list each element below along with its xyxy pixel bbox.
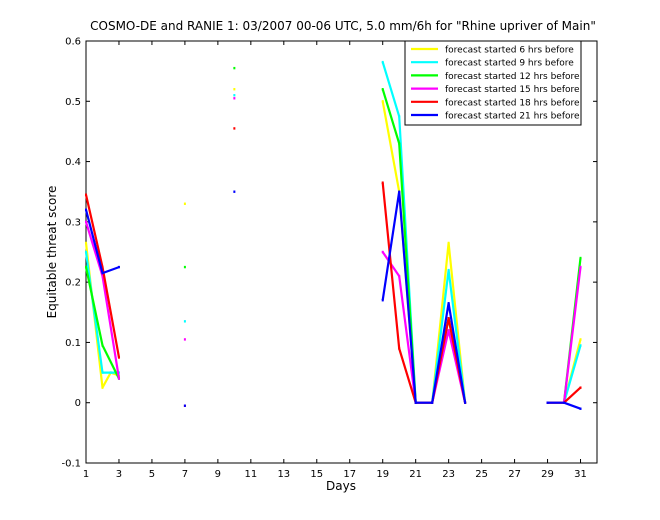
data-point bbox=[546, 401, 549, 404]
legend: forecast started 6 hrs before forecast st… bbox=[404, 40, 582, 126]
data-point bbox=[447, 317, 450, 320]
x-tick-label: 25 bbox=[475, 469, 488, 480]
x-tick-label: 27 bbox=[508, 469, 521, 480]
y-tick-label: -0.1 bbox=[61, 459, 81, 470]
x-tick-label: 23 bbox=[442, 469, 455, 480]
data-point bbox=[109, 371, 112, 374]
data-point bbox=[447, 268, 450, 272]
data-point bbox=[447, 241, 450, 245]
data-point bbox=[85, 208, 87, 211]
data-point bbox=[579, 256, 582, 260]
data-point bbox=[398, 142, 401, 145]
x-tick-label: 19 bbox=[376, 469, 389, 480]
y-tick-label: 0.1 bbox=[65, 338, 81, 349]
data-point bbox=[183, 338, 186, 341]
legend-entry: forecast started 21 hrs before bbox=[445, 112, 580, 122]
data-point bbox=[431, 401, 434, 404]
data-point bbox=[447, 302, 450, 305]
legend-box bbox=[404, 40, 582, 126]
data-point bbox=[579, 265, 582, 269]
data-point bbox=[579, 407, 582, 410]
data-point bbox=[398, 347, 401, 350]
x-tick-label: 15 bbox=[310, 469, 323, 480]
data-point bbox=[117, 377, 120, 380]
data-point bbox=[381, 60, 384, 64]
x-tick-label: 31 bbox=[574, 469, 587, 480]
data-point bbox=[563, 401, 566, 404]
x-tick-label: 17 bbox=[343, 469, 356, 480]
data-point bbox=[117, 356, 120, 359]
data-point bbox=[101, 386, 104, 389]
x-tick-label: 7 bbox=[182, 469, 188, 480]
y-tick-label: 0.4 bbox=[65, 157, 81, 168]
data-point bbox=[381, 181, 384, 184]
data-point bbox=[85, 193, 87, 196]
x-tick-label: 3 bbox=[116, 469, 122, 480]
data-point bbox=[233, 94, 236, 97]
data-point bbox=[85, 220, 87, 224]
x-tick-label: 5 bbox=[149, 469, 155, 480]
data-point bbox=[85, 241, 87, 245]
x-tick-label: 21 bbox=[409, 469, 422, 480]
data-point bbox=[101, 271, 104, 275]
data-point bbox=[447, 329, 450, 332]
data-point bbox=[381, 250, 384, 254]
data-point bbox=[579, 344, 582, 347]
data-point bbox=[183, 404, 186, 407]
legend-entry: forecast started 9 hrs before bbox=[445, 59, 574, 69]
data-point bbox=[398, 115, 401, 118]
legend-entry: forecast started 6 hrs before bbox=[445, 46, 574, 56]
series-6 bbox=[84, 190, 582, 410]
x-tick-label: 29 bbox=[541, 469, 554, 480]
data-point bbox=[101, 265, 104, 269]
data-point bbox=[233, 127, 236, 130]
data-point bbox=[414, 401, 417, 404]
series-layer bbox=[84, 60, 582, 410]
data-point bbox=[233, 66, 236, 70]
data-point bbox=[233, 190, 236, 193]
legend-entry: forecast started 18 hrs before bbox=[445, 98, 580, 108]
x-axis-label: Days bbox=[326, 479, 356, 493]
chart-title: COSMO-DE and RANIE 1: 03/2007 00-06 UTC,… bbox=[90, 19, 596, 33]
data-point bbox=[183, 202, 186, 205]
data-point bbox=[464, 401, 467, 404]
data-point bbox=[117, 265, 120, 269]
data-point bbox=[183, 265, 186, 269]
axis-ticks: 1 3 5 7 9 11 13 15 17 19 21 23 25 27 29 31-0.100.10.20.… bbox=[61, 37, 597, 480]
data-point bbox=[381, 88, 384, 91]
y-tick-label: 0.3 bbox=[65, 217, 81, 228]
data-point bbox=[101, 371, 104, 374]
y-tick-label: 0.2 bbox=[65, 278, 81, 289]
x-tick-label: 11 bbox=[244, 469, 257, 480]
y-tick-label: 0.6 bbox=[65, 37, 81, 48]
data-point bbox=[101, 344, 104, 347]
x-tick-label: 1 bbox=[83, 469, 89, 480]
data-point bbox=[381, 100, 384, 103]
y-tick-label: 0.5 bbox=[65, 97, 81, 108]
data-point bbox=[233, 88, 236, 91]
data-point bbox=[183, 320, 186, 323]
legend-entry: forecast started 15 hrs before bbox=[445, 85, 580, 95]
series-line bbox=[381, 190, 467, 404]
y-tick-label: 0 bbox=[75, 398, 81, 409]
x-tick-label: 13 bbox=[277, 469, 290, 480]
data-point bbox=[85, 265, 87, 269]
data-point bbox=[398, 190, 401, 193]
data-point bbox=[101, 274, 104, 278]
y-axis-label: Equitable threat score bbox=[45, 186, 59, 319]
legend-entry: forecast started 12 hrs before bbox=[445, 72, 580, 82]
data-point bbox=[398, 274, 401, 278]
data-point bbox=[579, 386, 582, 389]
data-point bbox=[381, 299, 384, 302]
x-tick-label: 9 bbox=[215, 469, 221, 480]
data-point bbox=[85, 250, 87, 254]
data-point bbox=[579, 338, 582, 341]
data-point bbox=[233, 97, 236, 100]
